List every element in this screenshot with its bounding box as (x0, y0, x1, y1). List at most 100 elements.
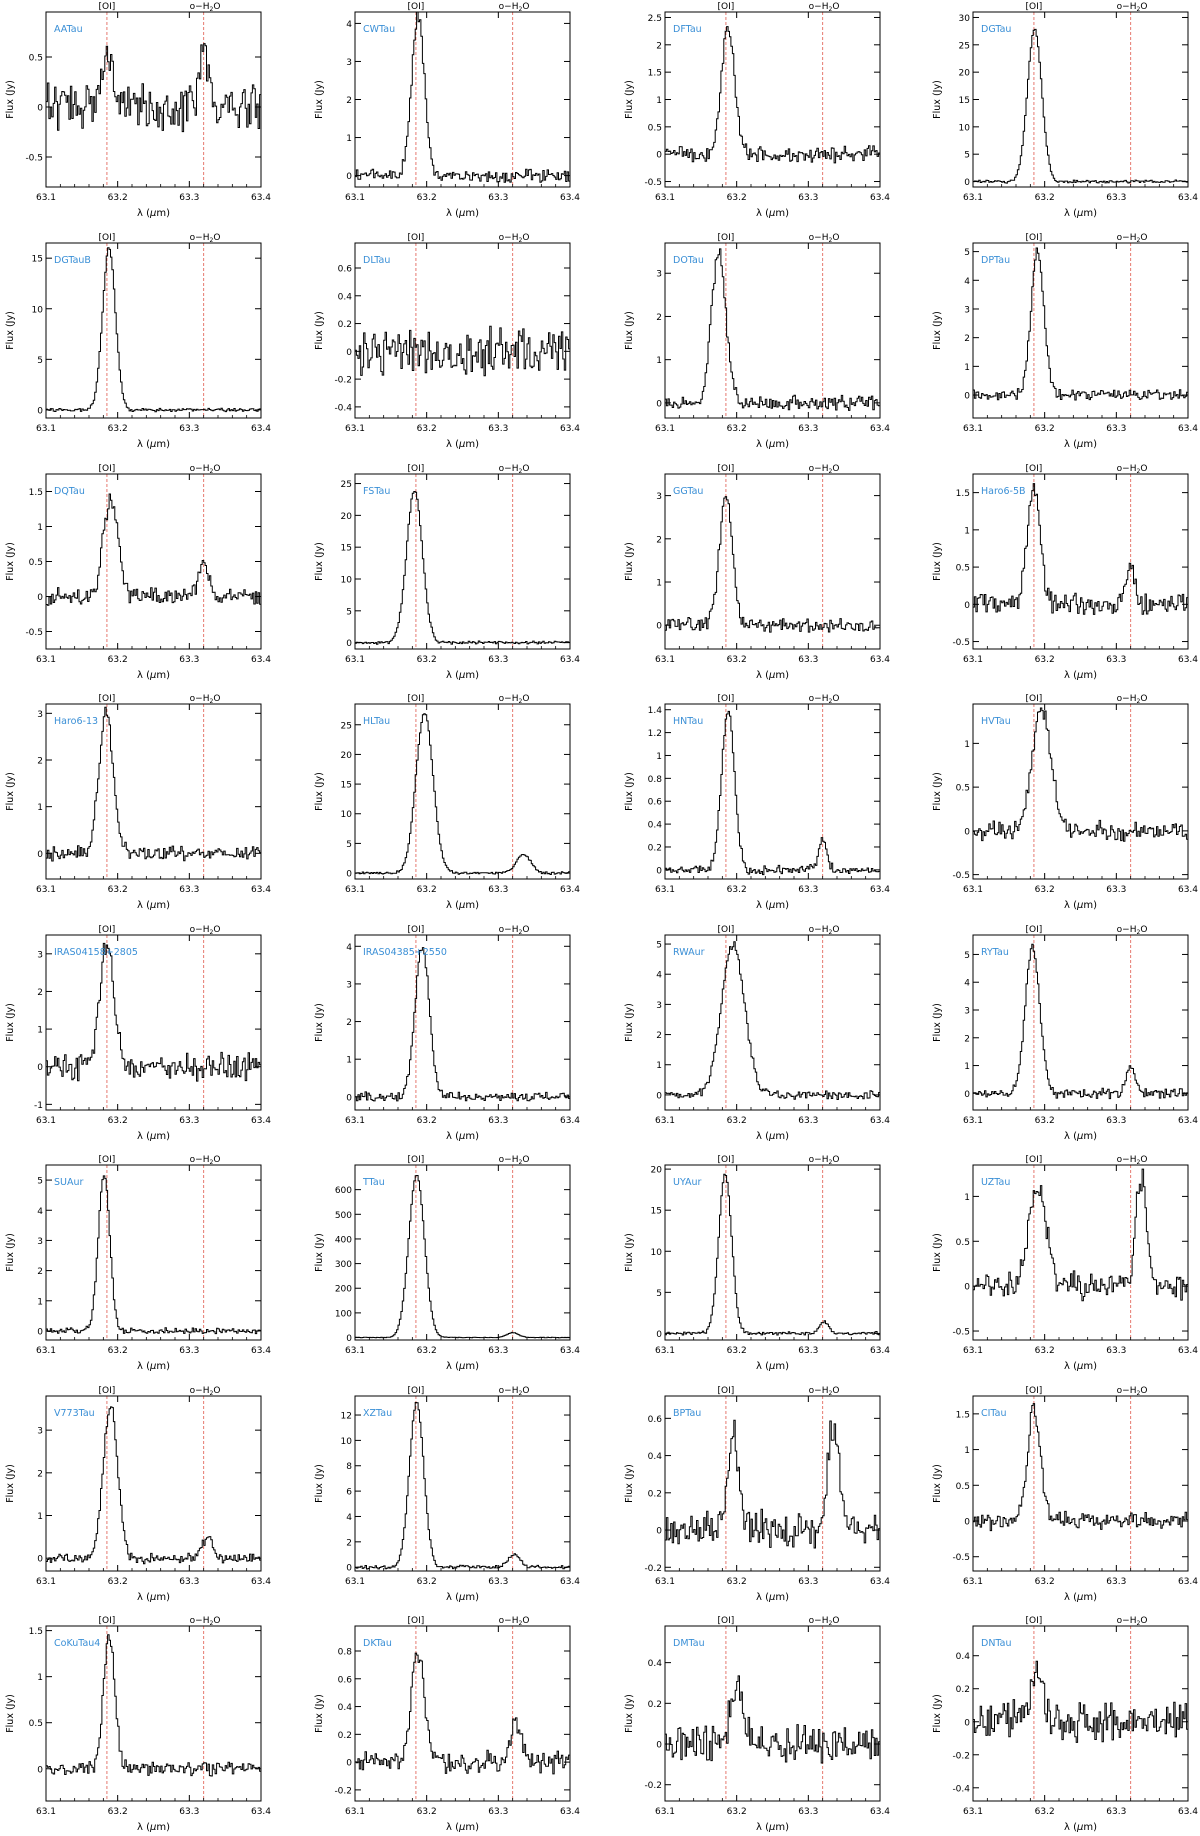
x-tick-label: 63.2 (727, 885, 747, 895)
x-tick-label: 63.3 (798, 885, 818, 895)
y-tick-label: 0 (656, 622, 662, 632)
plot-frame (664, 11, 881, 188)
x-axis-label-prefix: λ ( (446, 1592, 459, 1603)
h2o-label-subscript: 2 (1136, 468, 1140, 475)
x-axis-label-suffix: m) (775, 1592, 789, 1603)
x-axis-label-suffix: m) (156, 208, 170, 219)
y-tick-label: -0.2 (644, 1564, 662, 1574)
object-name: AATau (54, 24, 83, 35)
h2o-label-prefix: o−H (1117, 2, 1137, 12)
h2o-label-suffix: O (522, 2, 529, 12)
y-tick-label: 500 (335, 1211, 352, 1221)
y-tick-label: 5 (656, 941, 662, 951)
y-tick-label: -0.5 (952, 871, 970, 881)
y-tick-label: 0.4 (648, 821, 663, 831)
x-tick-label: 63.2 (417, 885, 437, 895)
x-tick-label: 63.2 (417, 655, 437, 665)
object-name: Haro6-13 (54, 716, 98, 727)
h2o-label-subscript: 2 (828, 929, 832, 936)
x-tick-label: 63.2 (1035, 424, 1055, 434)
y-tick-label: 15 (32, 255, 43, 265)
h2o-label: o−H2O (190, 1616, 221, 1627)
spectrum-trace (355, 491, 570, 645)
y-tick-label: 0 (346, 639, 352, 649)
y-tick-label: -0.4 (952, 1784, 970, 1794)
panel-HNTau: 63.1 63.2 63.3 63.4 0 0.2 0.4 0.6 0.8 1 1.2 1.4 [OI]… (624, 694, 890, 911)
h2o-label-prefix: o−H (499, 233, 519, 243)
object-name: IRAS04158+2805 (54, 947, 138, 958)
x-tick-label: 63.2 (108, 193, 128, 203)
x-tick-label: 63.2 (108, 655, 128, 665)
oi-label: [OI] (718, 694, 735, 704)
y-tick-label: 4 (964, 979, 970, 989)
plot-frame (972, 473, 1189, 650)
h2o-label-subscript: 2 (518, 1620, 522, 1627)
y-tick-label: 0.4 (338, 1703, 353, 1713)
panel-Haro6-5B: 63.1 63.2 63.3 63.4 -0.5 0 0.5 1 1.5 [OI] o−H2O Har… (932, 464, 1198, 681)
x-axis-label-suffix: m) (156, 1592, 170, 1603)
panel-DKTau: 63.1 63.2 63.3 63.4 -0.2 0 0.2 0.4 0.6 0.8 [OI] o−H… (314, 1616, 580, 1833)
x-axis-label-suffix: m) (1083, 1822, 1097, 1833)
y-axis-label: Flux (Jy) (5, 80, 16, 119)
object-name: RYTau (981, 947, 1009, 958)
y-tick-label: 1 (964, 1062, 970, 1072)
oi-label: [OI] (408, 464, 425, 474)
spectrum-trace (355, 11, 570, 183)
y-tick-label: -0.5 (952, 1553, 970, 1563)
x-tick-label: 63.4 (251, 1807, 271, 1817)
y-tick-label: 0 (964, 1518, 970, 1528)
h2o-label: o−H2O (809, 1386, 840, 1397)
plot-frame (972, 242, 1189, 419)
oi-label: [OI] (1026, 1616, 1043, 1626)
h2o-label: o−H2O (190, 233, 221, 244)
h2o-label: o−H2O (809, 233, 840, 244)
y-tick-label: 0 (346, 348, 352, 358)
x-axis-label-prefix: λ ( (756, 208, 769, 219)
x-tick-label: 63.1 (963, 1346, 983, 1356)
x-axis-label: λ (μm) (137, 670, 170, 681)
x-tick-label: 63.4 (251, 1116, 271, 1126)
y-axis-label: Flux (Jy) (624, 311, 635, 350)
y-tick-label: -0.5 (25, 628, 43, 638)
y-tick-label: 5 (964, 151, 970, 161)
y-tick-label: -1 (34, 1101, 43, 1111)
plot-frame (354, 1625, 571, 1802)
x-axis-label: λ (μm) (137, 1822, 170, 1833)
x-axis-label-suffix: m) (775, 1361, 789, 1372)
x-axis-label-unit: μ (149, 900, 156, 911)
x-axis-label-unit: μ (458, 1361, 465, 1372)
h2o-label-subscript: 2 (828, 1159, 832, 1166)
h2o-label-suffix: O (213, 2, 220, 12)
x-tick-label: 63.4 (1178, 1577, 1198, 1587)
panel-DGTau: 63.1 63.2 63.3 63.4 0 5 10 15 20 25 30 [OI] o−H2O DGT… (932, 2, 1198, 219)
plot-frame (354, 473, 571, 650)
x-axis-label: λ (μm) (756, 1592, 789, 1603)
x-tick-label: 63.4 (1178, 1807, 1198, 1817)
h2o-label-suffix: O (213, 464, 220, 474)
y-tick-label: 0 (964, 1283, 970, 1293)
y-axis-label: Flux (Jy) (624, 542, 635, 581)
panel-CITau: 63.1 63.2 63.3 63.4 -0.5 0 0.5 1 1.5 [OI] o−H2O CIT… (932, 1386, 1198, 1603)
x-tick-label: 63.3 (488, 1577, 508, 1587)
object-name: DMTau (673, 1638, 705, 1649)
spectrum-trace (973, 247, 1188, 401)
x-axis-label-suffix: m) (1083, 1361, 1097, 1372)
x-tick-label: 63.3 (798, 1116, 818, 1126)
h2o-label-prefix: o−H (1117, 233, 1137, 243)
spectrum-trace (973, 28, 1188, 184)
y-tick-label: 3 (964, 305, 970, 315)
y-tick-label: 0 (346, 1334, 352, 1344)
panel-DMTau: 63.1 63.2 63.3 63.4 -0.2 0 0.2 0.4 [OI] o−H2O DMTa… (624, 1616, 890, 1833)
y-tick-label: 2 (964, 1034, 970, 1044)
x-tick-label: 63.2 (727, 655, 747, 665)
y-tick-label: 200 (335, 1285, 352, 1295)
h2o-label-prefix: o−H (1117, 1155, 1137, 1165)
y-tick-label: 4 (346, 20, 352, 30)
oi-label: [OI] (1026, 1386, 1043, 1396)
plot-frame (45, 1625, 262, 1802)
y-tick-label: 2 (346, 1538, 352, 1548)
x-tick-label: 63.2 (417, 424, 437, 434)
y-tick-label: 1.5 (29, 1627, 43, 1637)
x-axis-label-suffix: m) (1083, 670, 1097, 681)
